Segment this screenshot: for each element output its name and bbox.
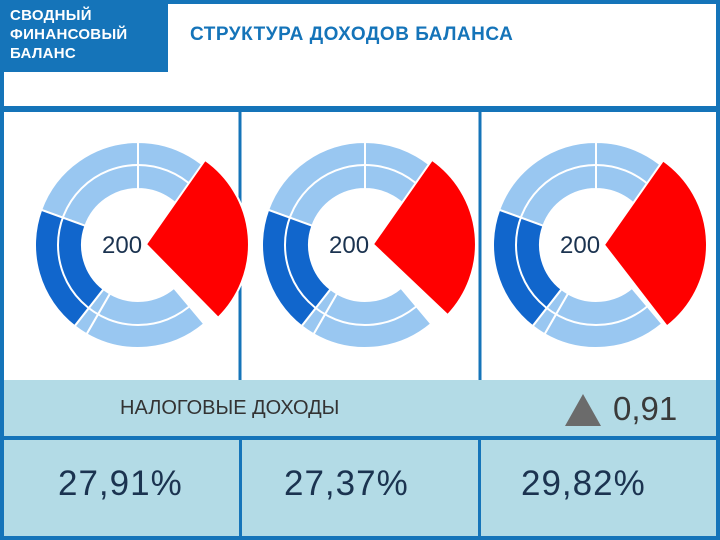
ring-segment-light (497, 140, 597, 228)
category-label: НАЛОГОВЫЕ ДОХОДЫ (120, 397, 340, 419)
ring-segment-light (266, 140, 366, 228)
logo-box: СВОДНЫЙ ФИНАНСОВЫЙ БАЛАНС (0, 0, 168, 72)
page-title: СТРУКТУРА ДОХОДОВ БАЛАНСА (190, 24, 514, 45)
ring-segment-dark (492, 208, 563, 328)
up-triangle-icon (565, 394, 601, 426)
year-label: 200 (560, 232, 600, 259)
donut-charts: 200 200 200 (34, 112, 708, 380)
values-band (4, 440, 716, 536)
header-divider (0, 106, 720, 112)
ring-segment-dark (261, 208, 332, 328)
logo-line-3: БАЛАНС (10, 45, 77, 62)
delta-value: 0,91 (613, 390, 678, 427)
highlight-slice (371, 158, 477, 317)
highlight-slice (144, 158, 250, 320)
value-label-3: 29,82% (521, 464, 646, 503)
values-divider-1 (239, 440, 242, 536)
ring-segment-dark (34, 208, 105, 328)
highlight-slice (602, 159, 708, 328)
year-label: 200 (329, 232, 369, 259)
band-divider (0, 436, 720, 440)
logo-line-2: ФИНАНСОВЫЙ (10, 26, 128, 43)
values-divider-2 (478, 440, 481, 536)
logo-line-1: СВОДНЫЙ (10, 7, 92, 24)
value-label-2: 27,37% (284, 464, 409, 503)
year-label: 200 (102, 232, 142, 259)
ring-segment-light (39, 140, 139, 228)
category-band (4, 380, 716, 436)
value-label-1: 27,91% (58, 464, 183, 503)
